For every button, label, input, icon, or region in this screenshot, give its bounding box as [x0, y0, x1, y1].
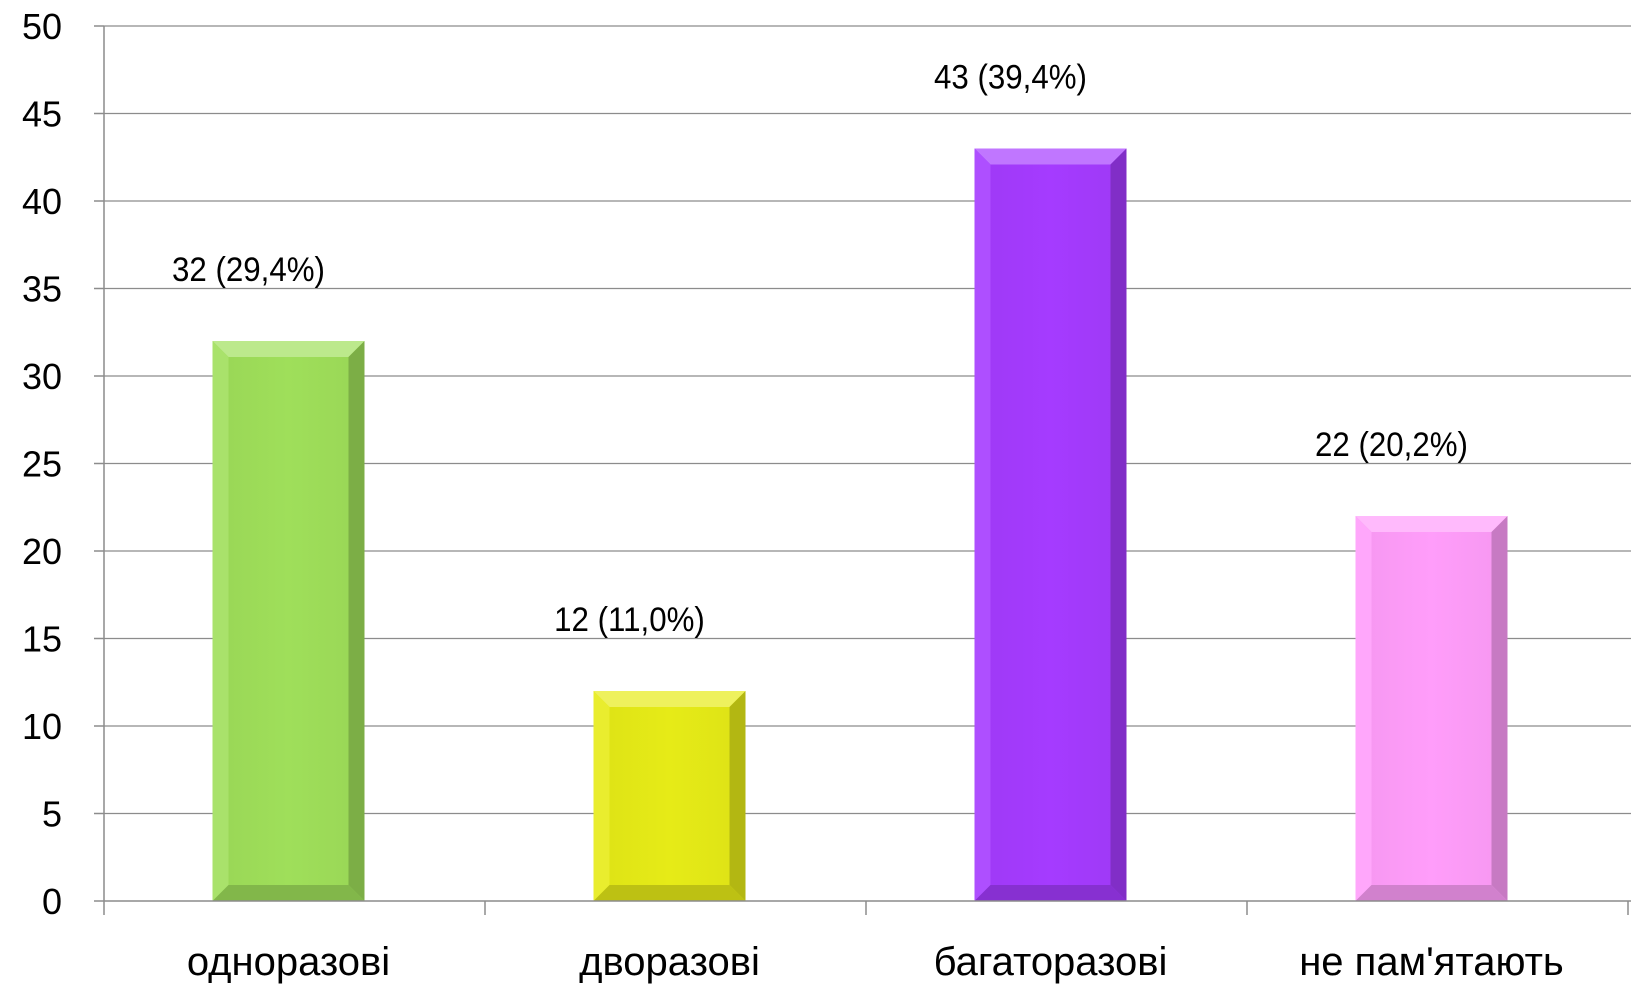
bar-bevel-top	[212, 341, 365, 357]
bar-face	[593, 691, 746, 901]
bar	[974, 148, 1127, 901]
bar-bevel-right	[1491, 516, 1508, 901]
bars	[212, 148, 1508, 901]
data-label: 43 (39,4%)	[934, 57, 1087, 96]
labels: 0 5 10 15 20 25 30 35 40 45 50 32 (29,4%) одноразові…	[22, 6, 1564, 984]
bar-bevel-top	[974, 148, 1127, 165]
bar-bevel-bottom	[593, 885, 746, 901]
bar-bevel-right	[1110, 148, 1127, 901]
y-tick-label: 10	[22, 706, 62, 747]
data-label: 12 (11,0%)	[554, 600, 705, 639]
category-label: не пам'ятають	[1299, 940, 1564, 984]
y-tick-label: 15	[22, 619, 62, 660]
y-tick-label: 25	[22, 444, 62, 485]
bar-face	[212, 341, 365, 901]
y-tick-label: 35	[22, 269, 62, 310]
category-label: одноразові	[187, 940, 390, 984]
y-tick-label: 50	[22, 6, 62, 47]
y-tick-label: 45	[22, 94, 62, 135]
axes	[94, 25, 1631, 915]
y-tick-label: 0	[42, 881, 62, 922]
bar-bevel-left	[1355, 516, 1372, 901]
y-tick-label: 30	[22, 356, 62, 397]
y-tick-label: 40	[22, 181, 62, 222]
data-label: 32 (29,4%)	[172, 250, 325, 289]
bar-face	[974, 148, 1127, 901]
bar	[593, 691, 746, 901]
bar-bevel-bottom	[974, 885, 1127, 901]
data-label: 22 (20,2%)	[1315, 425, 1468, 464]
y-tick-label: 5	[42, 794, 62, 835]
bar-bevel-bottom	[212, 885, 365, 901]
bar-bevel-right	[348, 341, 365, 901]
bar-bevel-bottom	[1355, 885, 1508, 901]
bar-bevel-left	[212, 341, 229, 901]
bar-face	[1355, 516, 1508, 901]
y-tick-label: 20	[22, 531, 62, 572]
category-label: багаторазові	[934, 940, 1168, 984]
category-label: дворазові	[579, 940, 760, 984]
bar-bevel-top	[1355, 516, 1508, 532]
bar	[1355, 516, 1508, 901]
bar-bevel-top	[593, 691, 746, 707]
bar-bevel-right	[729, 691, 746, 901]
bar-bevel-left	[593, 691, 610, 901]
bar-bevel-left	[974, 148, 991, 901]
bar	[212, 341, 365, 901]
